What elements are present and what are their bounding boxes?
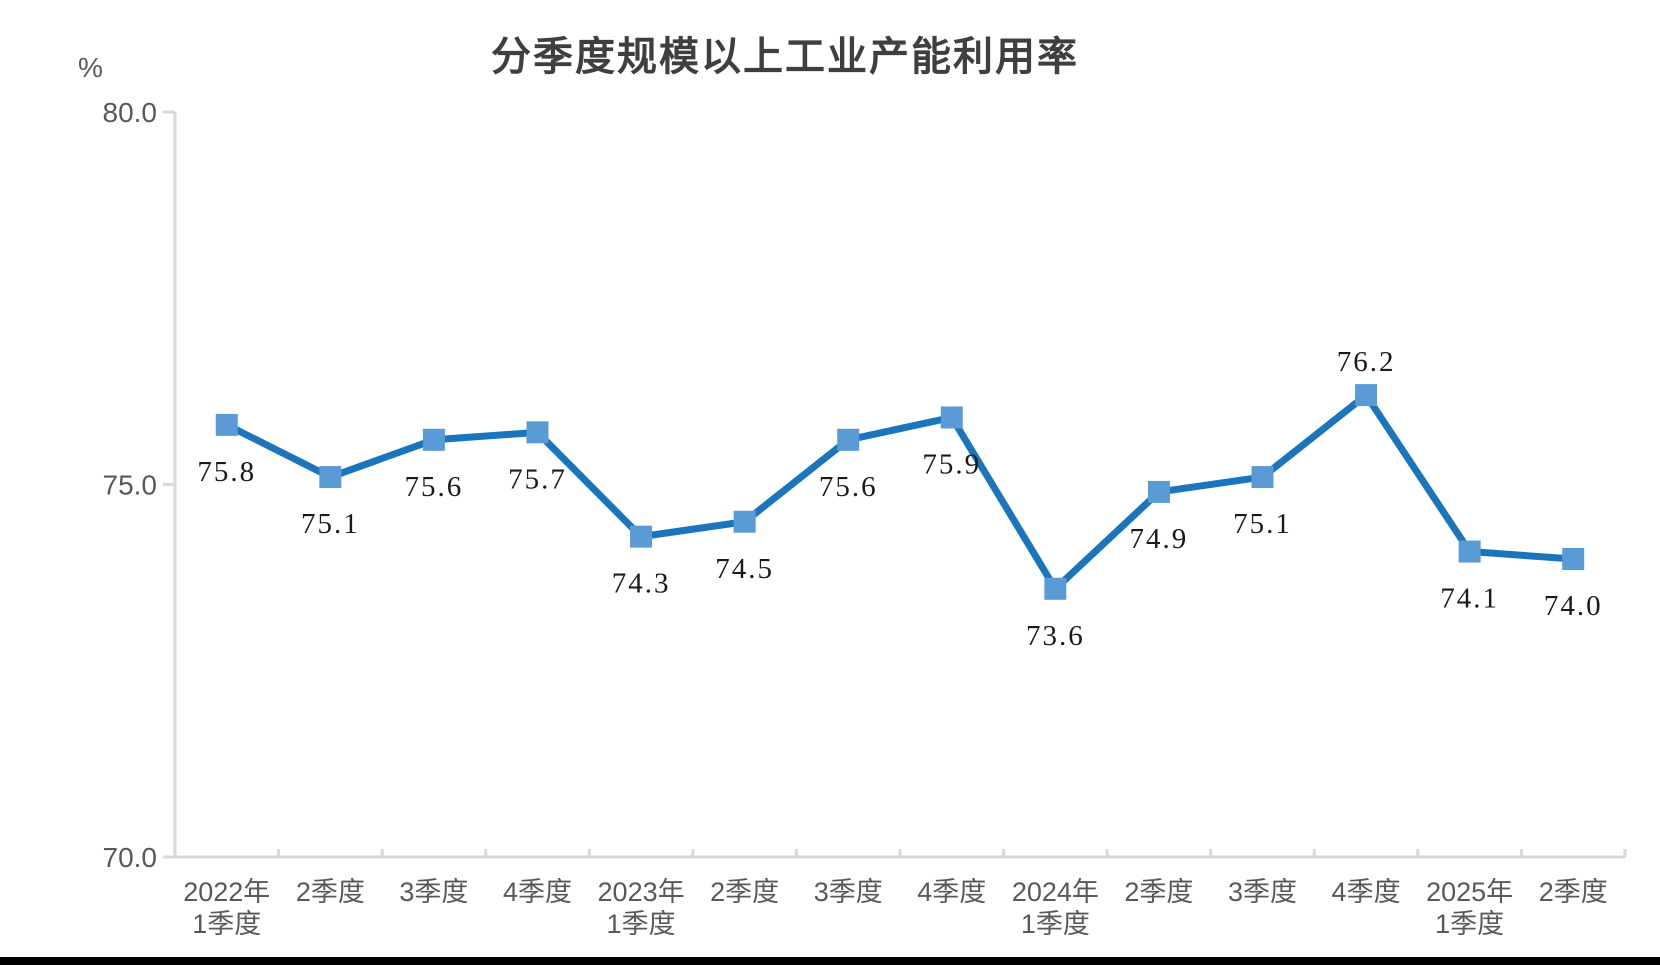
x-axis-label: 3季度 bbox=[814, 877, 883, 907]
x-axis-label: 4季度 bbox=[1332, 877, 1401, 907]
x-axis-label: 2023年 bbox=[598, 877, 685, 907]
data-point-label: 74.5 bbox=[715, 553, 774, 585]
x-axis-label: 2季度 bbox=[296, 877, 365, 907]
data-point-marker bbox=[319, 466, 342, 489]
y-axis-tick-label: 80.0 bbox=[103, 97, 158, 128]
x-axis-label: 1季度 bbox=[1021, 909, 1090, 939]
data-point-label: 75.8 bbox=[197, 456, 256, 488]
data-point-label: 74.1 bbox=[1440, 583, 1499, 615]
data-point-marker bbox=[422, 428, 445, 451]
data-point-label: 73.6 bbox=[1026, 620, 1085, 652]
x-axis-label: 2季度 bbox=[710, 877, 779, 907]
data-point-label: 74.3 bbox=[612, 568, 671, 600]
data-point-marker bbox=[837, 428, 860, 451]
x-axis-label: 1季度 bbox=[192, 909, 261, 939]
chart-title: 分季度规模以上工业产能利用率 bbox=[491, 35, 1079, 79]
data-point-marker bbox=[1355, 384, 1378, 407]
x-axis-label: 2季度 bbox=[1539, 877, 1608, 907]
footer-bar bbox=[0, 957, 1660, 965]
x-axis-label: 2024年 bbox=[1012, 877, 1099, 907]
data-point-label: 75.1 bbox=[1233, 508, 1292, 540]
series-line bbox=[223, 391, 1577, 593]
data-point-marker bbox=[1458, 540, 1481, 563]
y-axis-tick-label: 75.0 bbox=[103, 470, 158, 501]
data-point-label: 75.6 bbox=[405, 471, 464, 503]
data-point-marker bbox=[1147, 480, 1170, 503]
y-axis-tick-label: 70.0 bbox=[103, 842, 158, 873]
y-axis-unit-label: % bbox=[78, 52, 103, 83]
data-point-label: 74.9 bbox=[1130, 523, 1189, 555]
data-point-marker bbox=[1562, 548, 1585, 570]
x-axis-label: 1季度 bbox=[607, 909, 676, 939]
x-axis-label: 4季度 bbox=[503, 877, 572, 907]
data-point-marker bbox=[940, 406, 963, 429]
data-point-marker bbox=[733, 510, 756, 533]
x-axis-label: 2025年 bbox=[1426, 877, 1513, 907]
data-point-label: 75.6 bbox=[819, 471, 878, 503]
data-point-label: 74.0 bbox=[1544, 590, 1603, 622]
x-axis-label: 3季度 bbox=[1228, 877, 1297, 907]
data-point-label: 75.9 bbox=[922, 448, 981, 480]
x-axis-label: 1季度 bbox=[1435, 909, 1504, 939]
data-point-marker bbox=[526, 421, 549, 444]
data-point-label: 75.7 bbox=[508, 463, 567, 495]
x-axis-label: 3季度 bbox=[399, 877, 468, 907]
data-point-label: 76.2 bbox=[1337, 346, 1396, 378]
data-point-marker bbox=[215, 413, 238, 436]
data-point-label: 75.1 bbox=[301, 508, 360, 540]
data-point-marker bbox=[1251, 466, 1274, 489]
x-axis-label: 2022年 bbox=[183, 877, 270, 907]
x-axis-label: 4季度 bbox=[917, 877, 986, 907]
x-axis-label: 2季度 bbox=[1124, 877, 1193, 907]
data-point-marker bbox=[1044, 577, 1067, 600]
data-point-marker bbox=[630, 525, 653, 548]
